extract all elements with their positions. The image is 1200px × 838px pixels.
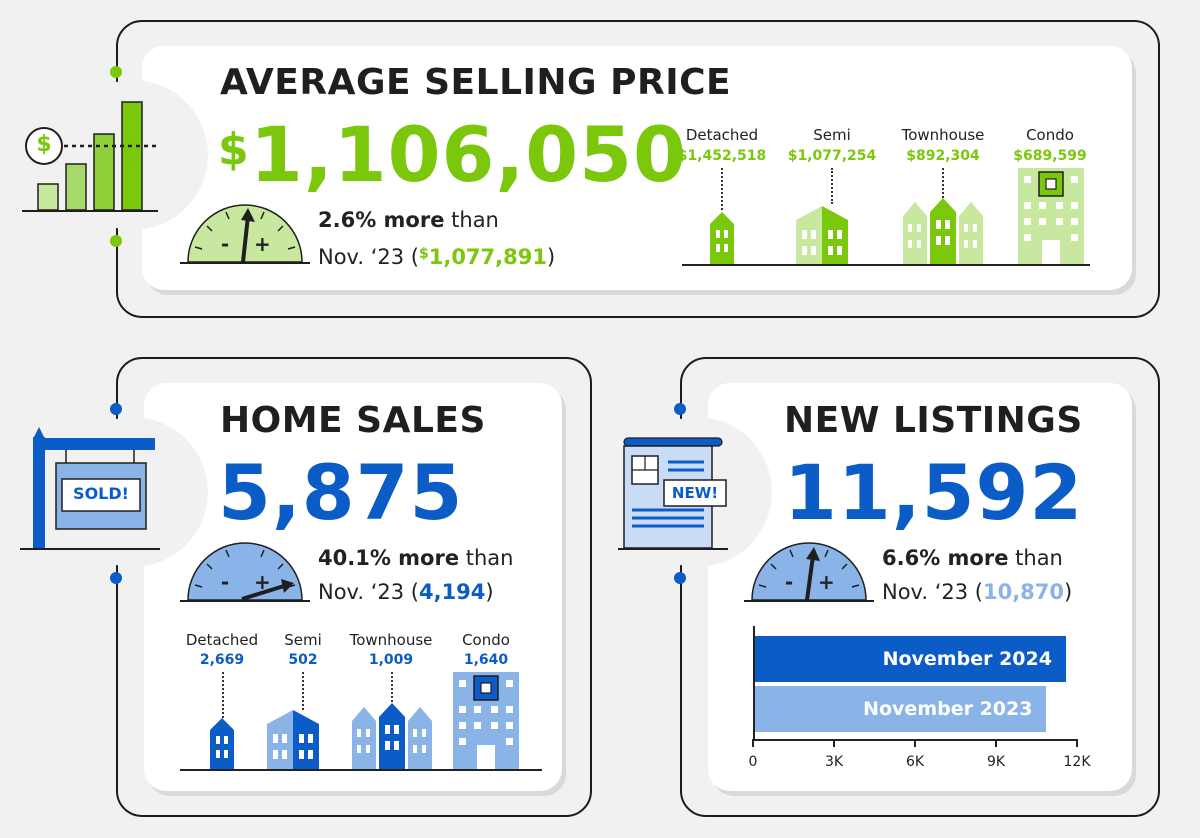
listings-prior-close: ) [1064,580,1073,604]
listings-change-pct: 6.6% more [882,546,1009,570]
price-prior-label: Nov. ‘23 ( [318,245,419,269]
chart-x-tick [1076,739,1078,747]
sales-type-label-condo: Condo [462,631,510,649]
listings-prior-value: 10,870 [982,580,1065,604]
sales-prior-label: Nov. ‘23 ( [318,580,419,604]
sales-change-word: than [459,546,514,570]
sales-type-label-semi: Semi [284,631,322,649]
chart-x-tick-label: 6K [905,754,925,770]
sales-change-pct: 40.1% more [318,546,460,570]
listings-bar-chart: November 2024 November 2023 0 3K 6K 9K 12K [740,626,1100,786]
chart-x-tick [914,739,916,747]
listings-prior-label: Nov. ‘23 ( [882,580,983,604]
sales-prior-line: Nov. ‘23 (4,194) [318,576,494,609]
sales-type-value-semi: 502 [288,652,318,668]
price-type-value-condo: $689,599 [1013,148,1087,164]
listings-title: NEW LISTINGS [784,400,1083,441]
chart-x-tick-label: 0 [748,754,758,770]
price-leader-townhouse [942,168,944,198]
listings-panel-outline [680,357,1160,817]
price-change-line: 2.6% more than [318,204,499,237]
chart-bar-november-2023: November 2023 [755,686,1047,732]
sales-change-line: 40.1% more than [318,542,513,575]
listings-prior-line: Nov. ‘23 (10,870) [882,576,1072,609]
chart-x-tick-label: 9K [986,754,1006,770]
price-type-label-townhouse: Townhouse [901,126,985,144]
price-connector-dot-top [110,66,122,78]
chart-x-tick [752,739,754,747]
sales-type-label-townhouse: Townhouse [349,631,433,649]
listings-gauge-plus: + [818,570,835,594]
sales-leader-semi [302,672,304,710]
price-type-value-semi: $1,077,254 [787,148,877,164]
sales-connector-dot-bottom [110,572,122,584]
price-type-value-detached: $1,452,518 [677,148,767,164]
price-gauge-plus: + [254,232,271,256]
listings-gauge-icon [744,542,874,602]
sales-semi-house-icon [267,710,319,770]
sales-condo-building-icon [453,672,519,770]
chart-x-tick-label: 12K [1063,754,1091,770]
price-type-label-detached: Detached [685,126,759,144]
sales-prior-close: ) [485,580,494,604]
sales-type-value-detached: 2,669 [199,652,245,668]
price-condo-building-icon [1018,168,1084,265]
price-prior-currency: $ [418,246,429,262]
new-listing-document-icon [618,437,728,550]
price-type-value-townhouse: $892,304 [906,148,980,164]
listings-connector-dot-top [674,403,686,415]
sales-leader-townhouse [391,672,393,706]
sales-type-label-detached: Detached [185,631,259,649]
chart-x-tick [833,739,835,747]
price-leader-detached [721,168,723,210]
chart-bar-november-2024: November 2024 [755,636,1066,682]
listings-value: 11,592 [784,448,1084,537]
price-icon-dollar: $ [36,132,52,157]
listings-change-word: than [1008,546,1063,570]
price-type-label-semi: Semi [813,126,851,144]
listings-gauge-minus: - [784,570,794,594]
price-gauge-icon [180,204,310,264]
sold-sign-icon [20,427,160,550]
sales-gauge-icon [180,542,310,602]
price-connector-dot-bottom [110,235,122,247]
sales-gauge-plus: + [254,570,271,594]
price-townhouse-icon [903,198,983,265]
price-semi-house-icon [796,206,848,265]
price-leader-semi [831,168,833,204]
price-prior-line: Nov. ‘23 ($1,077,891) [318,238,555,274]
sales-connector-dot-top [110,403,122,415]
price-bar-chart-icon [22,101,158,212]
sales-value: 5,875 [218,448,464,537]
sales-title: HOME SALES [220,400,486,441]
sales-type-value-condo: 1,640 [463,652,509,668]
sales-gauge-minus: - [220,570,230,594]
price-type-label-condo: Condo [1026,126,1074,144]
sales-prior-value: 4,194 [418,580,486,604]
sales-type-value-townhouse: 1,009 [368,652,414,668]
price-buildings-baseline [682,264,1090,266]
price-gauge-minus: - [220,232,230,256]
sold-sign-text: SOLD! [73,484,129,503]
price-detached-house-icon [710,212,734,265]
chart-x-tick [995,739,997,747]
price-title: AVERAGE SELLING PRICE [220,62,732,103]
price-value: 1,106,050 [250,110,687,199]
listings-change-line: 6.6% more than [882,542,1063,575]
sales-leader-detached [222,672,224,718]
chart-y-axis [753,626,755,740]
listings-connector-dot-bottom [674,572,686,584]
sales-detached-house-icon [210,718,234,770]
new-listing-badge: NEW! [671,484,719,502]
price-change-pct: 2.6% more [318,208,445,232]
sales-buildings-baseline [180,769,542,771]
sales-townhouse-icon [352,703,432,770]
price-currency: $ [218,124,250,175]
sales-panel-outline [116,357,592,817]
price-prior-close: ) [546,245,556,269]
price-change-word: than [444,208,499,232]
chart-x-tick-label: 3K [824,754,844,770]
price-prior-value: 1,077,891 [428,245,547,269]
